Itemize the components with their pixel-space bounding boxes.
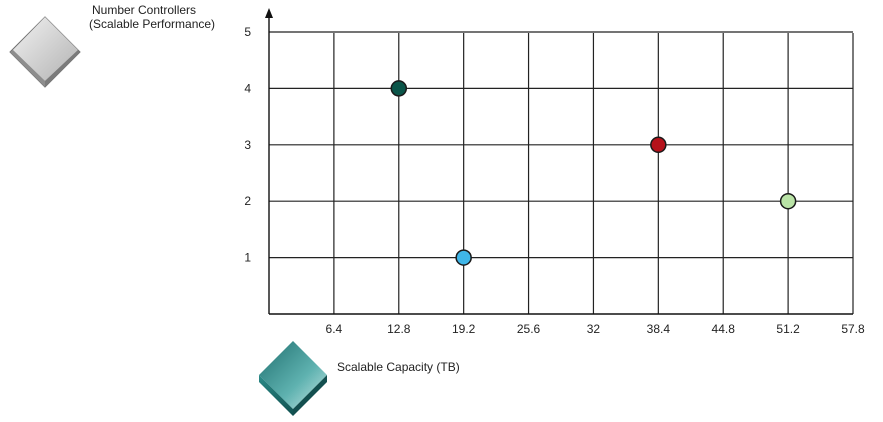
chart-axes <box>265 8 853 315</box>
teal-cube-icon <box>259 341 327 416</box>
x-tick-label: 25.6 <box>517 322 541 336</box>
gray-diamond-icon <box>9 16 81 88</box>
y-axis-label-line-2: (Scalable Performance) <box>89 17 215 31</box>
x-axis-label: Scalable Capacity (TB) <box>337 360 460 374</box>
data-points <box>390 80 797 266</box>
y-tick-label: 4 <box>244 81 251 95</box>
x-tick-label: 38.4 <box>647 322 671 336</box>
data-point <box>390 80 408 97</box>
y-axis-label-line-1: Number Controllers <box>92 3 196 17</box>
x-tick-label: 6.4 <box>326 322 343 336</box>
x-tick-label: 57.8 <box>841 322 865 336</box>
x-tick-label: 32 <box>587 322 601 336</box>
chart-grid <box>269 31 854 314</box>
y-tick-label: 2 <box>244 194 251 208</box>
x-tick-label: 12.8 <box>387 322 411 336</box>
y-axis-arrow-icon <box>265 8 273 18</box>
y-tick-label: 1 <box>244 251 251 265</box>
y-tick-label: 3 <box>244 138 251 152</box>
x-tick-label: 51.2 <box>776 322 800 336</box>
x-tick-label: 44.8 <box>712 322 736 336</box>
data-point <box>650 136 667 154</box>
x-tick-labels: 6.4 12.8 19.2 25.6 32 38.4 44.8 51.2 57.8 <box>326 322 865 336</box>
data-point <box>779 192 797 210</box>
data-point <box>455 249 472 266</box>
y-tick-labels: 1 2 3 4 5 <box>244 25 251 265</box>
y-tick-label: 5 <box>244 25 251 39</box>
x-tick-label: 19.2 <box>452 322 476 336</box>
